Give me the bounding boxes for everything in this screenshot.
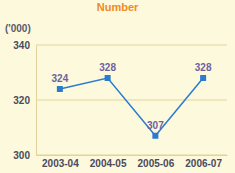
data-labels: 324 328 307 328	[52, 62, 212, 131]
y-axis-title: ('000)	[5, 23, 31, 34]
grid-line	[36, 45, 227, 46]
title: Number	[97, 1, 139, 13]
chart: Number ('000) 300 320 340 2003-04 2004-05 2005-…	[0, 0, 235, 173]
y-tick: 320	[13, 95, 36, 106]
marker	[152, 133, 158, 139]
x-tick: 2005-06	[138, 155, 175, 169]
grid-line	[36, 155, 227, 156]
x-axis: 2003-04 2004-05 2005-06 2006-07	[37, 155, 228, 169]
x-tick: 2004-05	[90, 155, 127, 169]
y-tick-label: 320	[13, 95, 30, 106]
x-tick: 2003-04	[42, 155, 79, 169]
x-tick-label: 2004-05	[90, 158, 127, 169]
y-tick-label: 340	[13, 40, 30, 51]
x-axis-line	[37, 155, 228, 156]
data-label: 307	[147, 120, 164, 131]
y-axis-line	[36, 46, 37, 156]
data-label: 328	[99, 62, 116, 73]
marks	[57, 75, 206, 139]
y-axis: 300 320 340	[13, 40, 36, 161]
x-tick-label: 2003-04	[42, 158, 79, 169]
marker	[200, 75, 206, 81]
x-tick-label: 2006-07	[185, 158, 222, 169]
data-label: 324	[52, 73, 69, 84]
x-tick: 2006-07	[185, 155, 222, 169]
y-tick: 300	[13, 150, 36, 161]
marker	[57, 86, 63, 92]
background	[0, 0, 235, 173]
plot: 300 320 340 2003-04 2004-05 2005-06 2006-07 324…	[13, 40, 227, 169]
grid	[36, 45, 227, 155]
marker	[105, 75, 111, 81]
x-tick-label: 2005-06	[138, 158, 175, 169]
y-tick: 340	[13, 40, 36, 51]
grid-line	[36, 100, 227, 101]
y-tick-label: 300	[13, 150, 30, 161]
line	[60, 78, 203, 136]
data-label: 328	[195, 62, 212, 73]
